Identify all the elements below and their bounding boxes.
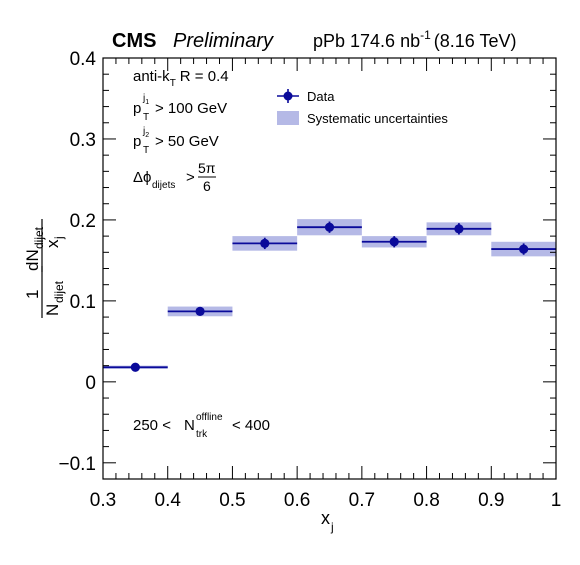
data-point [519,244,529,254]
y-axis-label-n-sub: dijet [52,280,66,303]
annotation-pt2-sup: j2 [142,126,149,139]
legend-data-marker [283,91,293,101]
annotation-pt2-cut: > 50 GeV [155,133,219,150]
x-tick-label: 1 [551,490,562,511]
y-tick-label: 0.2 [70,211,96,232]
x-axis-label: x j [321,508,334,534]
data-point [195,306,205,317]
annotation-jet-algo: anti-kT R = 0.4 [133,68,229,89]
header-lumi-prefix: pPb 174.6 nb [313,31,420,51]
annotation-pt2: p j2 T > 50 GeV [133,126,219,156]
annotation-pt2-sup-idx: 2 [145,132,149,139]
legend-syst-label: Systematic uncertainties [307,111,448,126]
annotation-jet-radius: R = 0.4 [180,68,229,85]
data-point [260,238,270,249]
x-tick-label: 0.8 [413,490,439,511]
x-axis-label-text: x [321,508,330,528]
y-axis-label-n: N [43,304,62,316]
y-axis-label-x: x [43,239,62,248]
annotation-dphi-gt: > [186,169,195,186]
y-axis-label-dn: dN [23,249,42,271]
y-tick-label: 0.1 [70,292,96,313]
header-lumi-exp: -1 [420,28,431,42]
annotation-dphi-sub: dijets [152,180,175,191]
y-axis-label-x-sub: j [52,236,66,240]
x-tick-label: 0.7 [349,490,375,511]
data-point [454,224,464,234]
annotation-mult-sub: trk [196,429,208,440]
x-tick-label: 0.6 [284,490,310,511]
y-tick-label: 0.3 [70,130,96,151]
y-axis-label-one: 1 [23,290,42,299]
header-experiment: CMS [112,30,156,52]
x-tick-label: 0.4 [155,490,182,511]
y-axis-label: 1 N dijet dN dijet x j [23,219,66,318]
annotation-pt2-p: p [133,133,141,150]
annotation-mult-n: N [184,417,195,434]
annotation-pt1: p j1 T > 100 GeV [133,93,227,123]
header-energy: (8.16 TeV) [434,31,517,51]
axis-ticks: 0.3 0.4 0.5 0.6 0.7 0.8 0.9 1 −0.1 0 0.1 0.2 0.3 0.4 [58,49,561,511]
annotation-mult-low: 250 < [133,417,171,434]
annotation-dphi: Δϕ dijets > 5π 6 [133,160,216,194]
annotation-pt1-sub: T [143,112,149,123]
annotation-pt1-sup-idx: 1 [145,99,149,106]
annotation-mult-sup: offline [196,412,223,423]
annotation-dphi-symbol: Δϕ [133,169,151,186]
annotation-pt1-p: p [133,100,141,117]
header-status: Preliminary [173,30,274,52]
data-point [130,362,140,372]
annotation-jet-algo-text: anti-k [133,68,170,85]
x-tick-label: 0.3 [90,490,116,511]
systematic-boxes [103,219,556,369]
legend: Data Systematic uncertainties [277,89,448,126]
annotation-dphi-den: 6 [203,178,211,194]
annotation-pt2-sup-j: j [142,126,145,137]
x-tick-label: 0.9 [478,490,504,511]
data-points [103,221,556,372]
x-tick-label: 0.5 [219,490,245,511]
data-point [389,237,399,247]
y-tick-label: 0 [85,373,96,394]
x-axis-label-sub: j [330,520,334,534]
annotation-multiplicity: 250 < N offline trk < 400 [133,412,270,440]
y-tick-label: −0.1 [58,454,96,475]
annotation-pt1-sup: j1 [142,93,149,106]
annotation-jet-algo-sub: T [170,78,176,89]
data-point [324,222,335,232]
y-tick-label: 0.4 [70,49,97,70]
annotation-pt1-sup-j: j [142,93,145,104]
header-lumi: pPb 174.6 nb-1 (8.16 TeV) [313,28,517,51]
legend-syst-swatch [277,111,299,125]
annotation-dphi-num: 5π [198,160,216,176]
annotation-pt2-sub: T [143,145,149,156]
legend-data-label: Data [307,89,335,104]
annotation-pt1-cut: > 100 GeV [155,100,227,117]
annotation-mult-high: < 400 [232,417,270,434]
